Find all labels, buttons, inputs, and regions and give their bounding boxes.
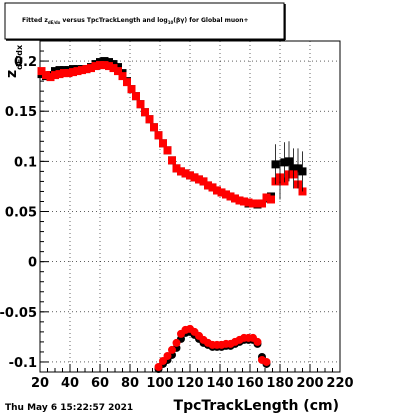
series-1-point: [204, 181, 212, 190]
series-1-point: [159, 139, 167, 148]
title-box: [4, 2, 285, 40]
series-1-point: [208, 183, 217, 192]
series-1-lower-point: [172, 338, 181, 347]
series-1-point: [231, 194, 239, 203]
series-1-point: [55, 70, 64, 79]
series-1-point: [73, 67, 82, 76]
series-0-point: [51, 67, 59, 76]
series-1-point: [91, 62, 100, 71]
data-marks: [37, 57, 307, 373]
title-prefix: Fitted z: [22, 17, 48, 24]
series-1-point: [60, 69, 68, 78]
x-tick-label: 60: [91, 376, 109, 391]
y-tick-label: 0.1: [14, 155, 37, 170]
series-1-point: [78, 66, 86, 75]
y-tick-label: -0.1: [9, 356, 37, 371]
series-1-lower-point: [163, 351, 172, 360]
series-1-point: [150, 123, 158, 132]
series-1-lower-point: [262, 357, 271, 366]
series-1-point: [37, 67, 46, 76]
series-1-point: [253, 199, 262, 208]
series-1-point: [105, 62, 113, 71]
title-middle: versus TpcTrackLength and log: [60, 17, 167, 24]
series-1-point: [168, 156, 176, 165]
series-0-point: [55, 66, 64, 75]
series-1-point: [109, 64, 118, 73]
series-0-point: [105, 58, 113, 67]
series-1-lower-point: [168, 345, 176, 354]
series-1-point: [64, 69, 73, 78]
y-tick-label: 0.2: [14, 55, 37, 70]
series-1-point: [154, 131, 163, 140]
y-axis-title-main: z: [4, 70, 20, 78]
series-1-point: [195, 175, 203, 184]
x-tick-label: 120: [176, 376, 203, 391]
plot-frame: [39, 40, 341, 373]
series-1-point: [82, 65, 91, 74]
series-1-point: [213, 186, 221, 195]
series-0-point: [100, 57, 109, 66]
series-1-point: [42, 71, 50, 80]
series-1-lower-point: [253, 337, 262, 346]
series-0-point: [114, 63, 122, 72]
series-1-point: [190, 173, 199, 182]
series-1-point: [244, 198, 253, 207]
series-1-point: [186, 171, 194, 180]
x-tick-label: 40: [61, 376, 79, 391]
series-1-point: [226, 192, 235, 201]
series-1-point: [262, 193, 271, 202]
series-1-point: [145, 115, 154, 124]
x-axis-title: TpcTrackLength (cm): [174, 398, 339, 414]
series-1-point: [240, 197, 248, 206]
series-1-point: [177, 167, 185, 176]
x-tick-label: 20: [31, 376, 49, 391]
x-tick-label: 140: [206, 376, 233, 391]
y-tick-label: 0: [28, 256, 37, 271]
series-1-point: [181, 169, 190, 178]
series-0-point: [109, 60, 118, 69]
series-1-point: [267, 195, 275, 204]
series-1-point: [46, 73, 55, 82]
series-1-point: [69, 68, 77, 77]
series-1-point: [132, 92, 140, 101]
title-sub1: dE/dx: [48, 20, 61, 25]
series-1-point: [114, 67, 122, 76]
series-1-point: [100, 61, 109, 70]
y-axis-title: zdE/dx: [4, 44, 24, 78]
x-tick-label: 80: [121, 376, 139, 391]
x-tick-label: 180: [266, 376, 293, 391]
series-1-point: [199, 177, 208, 186]
y-tick-label: -0.05: [0, 306, 37, 321]
title-sub2: 10: [168, 20, 174, 25]
series-1-point: [163, 146, 172, 155]
x-tick-label: 200: [296, 376, 323, 391]
series-1-point: [51, 71, 59, 80]
y-tick-label: 0.15: [5, 105, 37, 120]
series-1-point: [127, 85, 136, 94]
y-tick-label: 0.05: [5, 206, 37, 221]
series-1-point: [87, 64, 95, 73]
x-tick-label: 100: [146, 376, 173, 391]
series-1-point: [118, 72, 127, 81]
series-1-point: [222, 190, 230, 199]
date-stamp: Thu May 6 15:22:57 2021: [5, 403, 133, 413]
x-tick-label: 160: [236, 376, 263, 391]
series-1-point: [123, 78, 131, 87]
y-axis-title-sub: dE/dx: [15, 44, 24, 70]
series-1-point: [249, 199, 257, 208]
series-1-point: [136, 100, 145, 109]
series-1-point: [96, 61, 104, 70]
series-1-point: [141, 108, 149, 117]
x-tick-label: 220: [326, 376, 353, 391]
series-1-lower-point: [154, 362, 163, 371]
chart-title: Fitted zdE/dx versus TpcTrackLength and …: [22, 17, 249, 25]
series-1-point: [258, 199, 266, 208]
series-1-point: [172, 164, 181, 173]
title-suffix: (βγ) for Global muon+: [173, 17, 248, 24]
tick-labels: 20 40 60 80 100 120 140 160 180 200 220 -0.1 -0.05 0 0…: [0, 55, 354, 391]
series-1-point: [235, 196, 244, 205]
series-1-point: [217, 188, 226, 197]
